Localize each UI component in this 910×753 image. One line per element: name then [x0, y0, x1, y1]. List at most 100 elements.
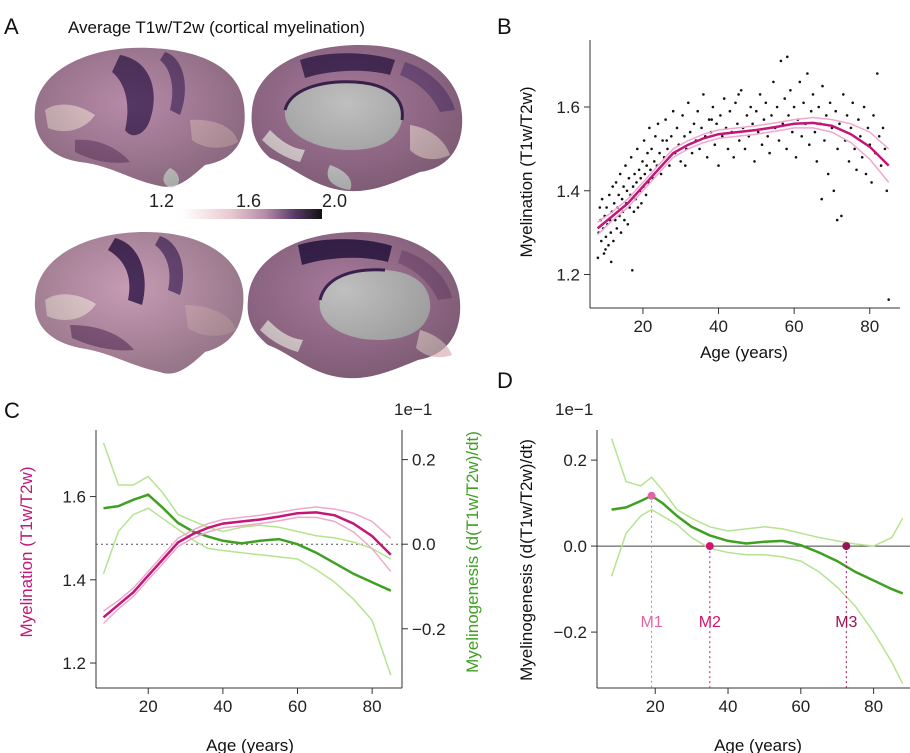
- b-data-point: [661, 139, 664, 142]
- b-data-point: [602, 252, 606, 255]
- b-data-point: [736, 122, 739, 126]
- b-data-point: [809, 109, 813, 113]
- b-data-point: [641, 160, 644, 163]
- b-xtick-label: 80: [860, 317, 879, 336]
- b-data-point: [870, 181, 873, 184]
- b-data-point: [608, 193, 611, 197]
- d-ytick-label: 0.0: [563, 537, 587, 556]
- b-data-point: [658, 151, 661, 155]
- b-data-point: [857, 118, 860, 121]
- panel-c: C 1.2 1.4 1.6 −0.2 0.0 0.2 20 40 60 80 Age (years…: [4, 398, 482, 753]
- d-xtick-label: 60: [791, 697, 810, 716]
- b-data-point: [637, 168, 641, 172]
- b-data-point: [642, 139, 646, 142]
- b-data-point: [665, 139, 668, 142]
- b-data-point: [719, 114, 722, 117]
- b-data-point: [611, 185, 614, 188]
- b-data-point: [684, 164, 687, 167]
- panel-d: D −0.2 0.0 0.2 20 40 60 80 M1 M2 M3 Age (years) M…: [497, 368, 910, 753]
- b-data-point: [615, 227, 619, 230]
- b-data-point: [876, 72, 879, 75]
- b-data-point: [811, 93, 815, 96]
- b-data-point: [753, 160, 756, 163]
- b-data-point: [728, 109, 732, 113]
- b-data-point: [800, 135, 803, 138]
- panel-letter-c: C: [4, 398, 20, 423]
- b-data-point: [855, 168, 858, 172]
- b-data-point: [721, 135, 724, 138]
- b-data-point: [785, 147, 788, 151]
- chart-b: 1.2 1.4 1.6 20 40 60 80: [556, 40, 900, 336]
- b-data-point: [836, 147, 839, 151]
- colorbar-tick-low: 1.2: [149, 191, 174, 211]
- b-data-point: [645, 164, 648, 167]
- b-data-point: [617, 193, 620, 197]
- b-data-point: [792, 105, 796, 109]
- b-data-point: [737, 93, 740, 96]
- b-data-point: [762, 118, 766, 121]
- c-myelinogenesis-upper: [102, 442, 392, 560]
- b-ylabel: Myelination (T1w/T2w): [517, 87, 536, 258]
- b-data-point: [629, 156, 633, 159]
- b-data-point: [813, 130, 817, 134]
- b-data-point: [654, 135, 657, 138]
- c-ylabel-left: Myelination (T1w/T2w): [17, 467, 36, 638]
- b-data-point: [640, 202, 643, 205]
- b-data-point: [787, 114, 790, 117]
- c-xtick-label: 60: [288, 697, 307, 716]
- b-data-point: [842, 93, 845, 96]
- b-data-point: [791, 130, 794, 134]
- b-data-point: [705, 156, 709, 159]
- b-data-point: [862, 105, 866, 109]
- d-ytick-label: −0.2: [553, 623, 587, 642]
- b-xtick-label: 60: [785, 317, 804, 336]
- b-data-point: [820, 197, 823, 201]
- b-data-point: [715, 122, 718, 126]
- b-ytick-label: 1.4: [556, 182, 580, 201]
- b-data-point: [825, 114, 828, 117]
- c-ytick-label-right: −0.2: [412, 620, 446, 639]
- b-data-point: [853, 147, 856, 151]
- d-marker-point: [842, 542, 851, 551]
- c-ylabel-right: Myelinogenesis (d(T1w/T2w)/dt): [463, 431, 482, 673]
- panel-letter-d: D: [497, 368, 513, 393]
- b-data-point: [794, 156, 798, 159]
- b-data-point: [789, 89, 792, 92]
- b-data-point: [692, 122, 696, 126]
- brain-bottom-lateral: [34, 232, 244, 374]
- b-data-point: [864, 172, 868, 176]
- b-data-point: [650, 147, 653, 151]
- c-xtick-label: 20: [139, 697, 158, 716]
- colorbar-tick-high: 2.0: [322, 191, 347, 211]
- c-ytick-label-right: 0.0: [412, 535, 436, 554]
- b-data-point: [607, 243, 610, 247]
- b-data-point: [696, 109, 699, 113]
- b-data-point: [849, 126, 853, 130]
- b-data-point: [688, 130, 692, 134]
- b-data-point: [722, 97, 726, 100]
- b-data-point: [618, 172, 622, 176]
- b-data-point: [635, 181, 638, 184]
- b-data-point: [860, 156, 864, 159]
- b-fit-line: [596, 121, 890, 230]
- b-data-point: [821, 84, 824, 88]
- b-data-point: [671, 109, 675, 113]
- b-data-point: [751, 122, 754, 126]
- b-data-point: [847, 160, 851, 163]
- d-xtick-label: 40: [719, 697, 738, 716]
- b-data-point: [775, 105, 779, 109]
- b-data-point: [885, 189, 889, 193]
- brain-bottom-medial: [247, 232, 461, 379]
- c-xlabel: Age (years): [206, 736, 294, 753]
- b-data-point: [626, 223, 630, 226]
- b-data-point: [698, 147, 701, 151]
- b-data-point: [881, 126, 885, 130]
- b-data-point: [806, 72, 809, 75]
- b-data-point: [666, 147, 669, 151]
- b-data-point: [700, 126, 703, 130]
- b-data-point: [838, 122, 841, 126]
- b-xtick-label: 40: [709, 317, 728, 336]
- c-myelinogenesis-line: [103, 493, 392, 592]
- b-data-point: [760, 143, 764, 146]
- b-data-point: [600, 197, 604, 201]
